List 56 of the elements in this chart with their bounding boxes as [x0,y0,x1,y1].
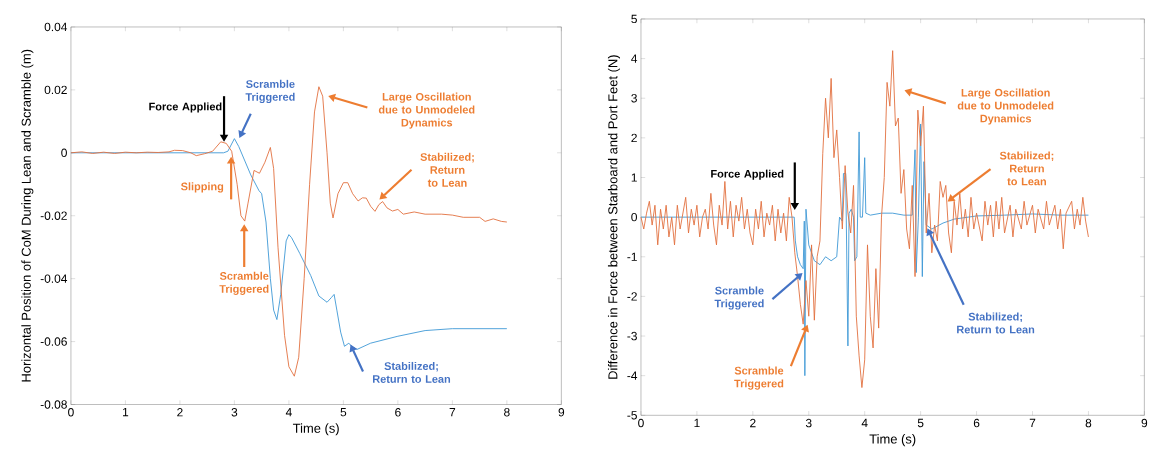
x-tick-label: 9 [1141,418,1148,428]
annotation: Scramble Triggered [245,79,295,103]
x-tick-label: 9 [558,407,565,417]
x-tick-label: 8 [504,407,510,417]
annotation: Slipping [180,182,224,193]
annotation: Stabilized; Return to Lean [999,151,1054,186]
x-tick-label: 2 [177,407,183,417]
y-tick-label: -3 [627,331,637,341]
y-tick-label: -0.08 [40,400,67,409]
y-tick-label: 0.04 [44,22,68,31]
line-series [640,123,1089,376]
annotation: Force Applied [149,102,222,113]
x-tick-label: 6 [973,418,980,428]
x-axis-title: Time (s) [292,423,339,436]
y-tick-label: -2 [627,292,637,301]
x-tick-label: 1 [123,407,129,417]
y-tick-label: -0.06 [40,337,67,346]
annotation: Scramble Triggered [219,271,269,295]
y-axis-title: Difference in Force between Starboard and Port Feet (N) [607,55,621,379]
x-tick-label: 4 [861,418,868,427]
y-tick-label: 2 [631,133,637,142]
annotation: Stabilized; Return to Lean [420,152,474,187]
x-tick-label: 6 [395,407,401,417]
annotation: Force Applied [711,169,784,180]
x-tick-label: 5 [917,418,924,427]
x-axis-title: Time (s) [869,433,916,446]
line-series [70,86,508,377]
x-tick-label: 7 [449,407,456,417]
x-tick-label: 7 [1029,418,1036,427]
annotation: Stabilized; Return to Lean [373,361,451,383]
y-tick-label: 0 [61,148,67,157]
annotation: Scramble Triggered [714,286,764,310]
y-axis-title: Horizontal Position of CoM During Lean and Scramble (m) [21,49,34,382]
annotation: Stabilized; Return to Lean [957,312,1035,334]
line-series [640,50,1089,388]
annotation: Scramble Triggered [734,366,784,390]
x-tick-label: 4 [285,407,292,417]
y-tick-label: 0 [631,212,637,222]
y-tick-label: 1 [631,173,637,182]
y-tick-label: 0.02 [44,85,67,94]
y-tick-label: 5 [631,14,637,23]
y-tick-label: -0.02 [40,211,67,220]
y-tick-label: -4 [627,371,638,380]
x-tick-label: 3 [805,418,812,428]
y-tick-label: 4 [631,54,638,63]
y-tick-label: -1 [627,252,637,261]
x-tick-label: 1 [694,418,700,427]
x-tick-label: 2 [750,418,756,427]
annotation: Large Oscillation due to Unmodeled Dynamics [957,88,1054,125]
y-tick-label: -5 [627,410,637,420]
x-tick-label: 8 [1085,418,1092,428]
y-tick-label: 3 [631,93,637,103]
y-tick-label: -0.04 [40,274,68,283]
x-tick-label: 3 [231,407,238,417]
annotation: Large Oscillation due to Unmodeled Dynamics [378,92,475,129]
x-tick-label: 5 [340,407,347,417]
